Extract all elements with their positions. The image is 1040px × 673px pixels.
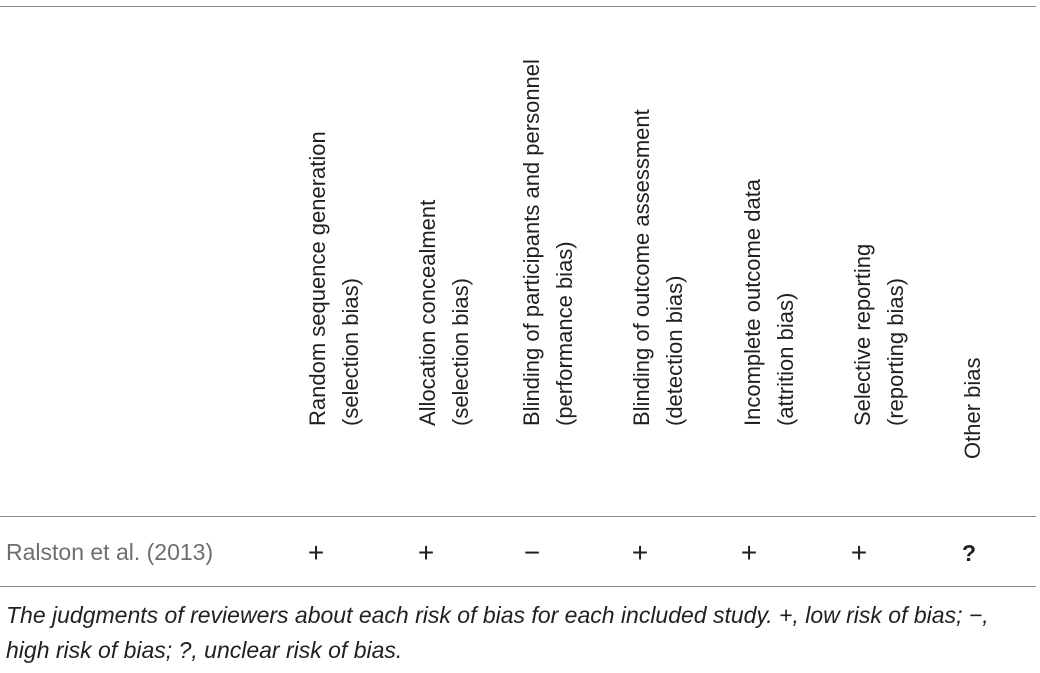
column-header-line2: (reporting bias) [883,278,908,426]
column-header-other-bias: Other bias [956,14,1036,492]
judgment-cell: + [417,537,435,568]
column-header-line2: (selection bias) [448,278,473,426]
column-header-blinding-participants-personnel: Blinding of participants and personnel (… [515,14,595,492]
column-header-line2: (selection bias) [338,278,363,426]
table-bottom-rule [0,586,1036,587]
column-header-line1: Blinding of participants and personnel [519,59,544,426]
column-header-line2: (attrition bias) [773,292,798,426]
column-header-line1: Blinding of outcome assessment [629,109,654,426]
column-header-line2: (performance bias) [552,241,577,426]
column-header-selective-reporting: Selective reporting (reporting bias) [846,14,926,492]
column-header-random-sequence-generation: Random sequence generation (selection bi… [301,14,381,492]
judgment-cell: + [631,537,649,568]
table-top-rule [0,6,1036,7]
column-header-line1: Incomplete outcome data [740,178,765,426]
judgment-cell: + [740,537,758,568]
column-header-incomplete-outcome-data: Incomplete outcome data (attrition bias) [736,14,816,492]
judgment-cell: − [523,537,541,568]
table-caption: The judgments of reviewers about each ri… [6,602,989,663]
column-header-allocation-concealment: Allocation concealment (selection bias) [411,14,491,492]
table-header-rule [0,516,1036,517]
column-header-line2: (detection bias) [662,275,687,426]
study-name: Ralston et al. (2013) [6,539,214,565]
column-header-line1: Other bias [960,357,985,460]
judgment-cell: + [307,537,325,568]
column-header-line1: Allocation concealment [415,199,440,426]
judgment-cell: + [850,537,868,568]
judgment-cell: ? [961,540,977,566]
column-header-line1: Random sequence generation [305,131,330,426]
column-header-line1: Selective reporting [850,243,875,426]
column-header-blinding-outcome-assessment: Blinding of outcome assessment (detectio… [625,14,705,492]
